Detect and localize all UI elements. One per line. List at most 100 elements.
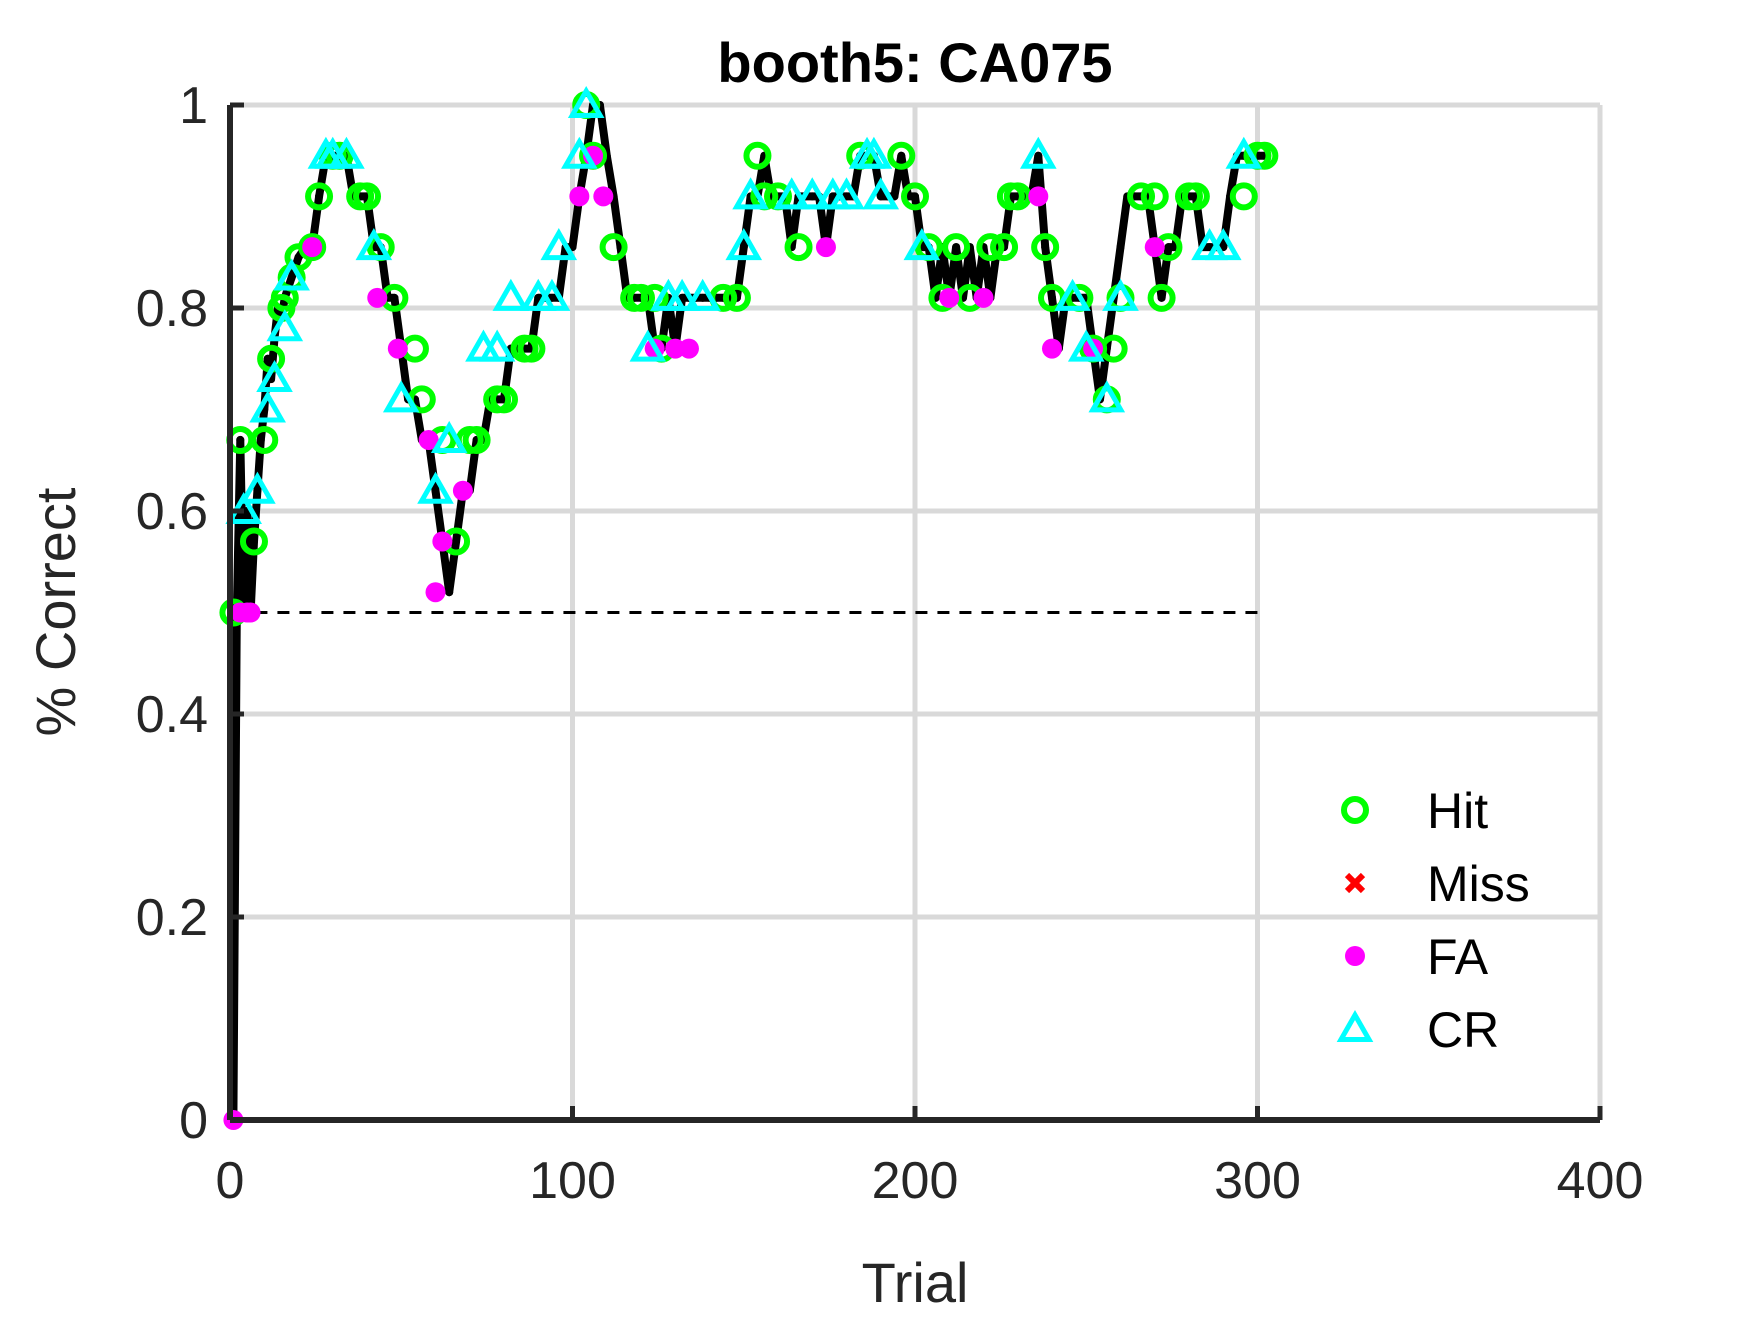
cr-point [273, 258, 310, 291]
performance-point [1164, 243, 1173, 252]
fa-point [452, 480, 473, 501]
cr-point [355, 228, 393, 261]
fa-point [1042, 338, 1062, 359]
performance-point [249, 537, 258, 546]
y-tick-label: 1 [179, 77, 208, 135]
y-tick-label: 0.6 [136, 483, 208, 541]
cr-point [382, 380, 420, 413]
performance-point [256, 435, 265, 444]
fa-point [367, 287, 388, 308]
fa-point [387, 338, 408, 359]
x-axis-label: Trial [862, 1251, 969, 1313]
legend-label: FA [1427, 929, 1489, 985]
fa-point [973, 287, 994, 308]
cr-point [1019, 136, 1057, 169]
performance-point [315, 192, 324, 201]
axes: 0 100 200 300 400 0 0.2 0.4 0.6 0.8 1 [136, 77, 1644, 1210]
cr-point [855, 136, 893, 169]
cr-point [773, 177, 811, 210]
cr-point [478, 329, 516, 362]
fa-point [665, 338, 686, 359]
cr-point [561, 136, 598, 169]
performance-point [236, 435, 245, 444]
cr-point [725, 228, 763, 261]
hit-point [239, 527, 268, 556]
cr-point [1102, 278, 1139, 311]
hit-point [990, 233, 1019, 262]
x-tick-label: 200 [872, 1152, 959, 1210]
hit-point [784, 233, 813, 262]
cr-point [903, 228, 941, 261]
cr-point [266, 309, 304, 342]
hit-point [743, 141, 772, 170]
hit-point [305, 182, 334, 211]
fa-point [425, 582, 446, 603]
performance-point [808, 192, 817, 201]
legend-label: Miss [1427, 856, 1530, 912]
chart-title: booth5: CA075 [717, 31, 1112, 94]
performance-point [1034, 151, 1043, 160]
cr-point [1067, 329, 1105, 362]
fa-point [240, 602, 261, 623]
fa-point [593, 186, 614, 207]
hit-point [517, 334, 546, 363]
fa-point [939, 287, 960, 308]
cr-point [328, 136, 365, 169]
hit-point [901, 182, 929, 211]
performance-point [876, 192, 885, 201]
hit-point [353, 182, 381, 211]
legend-item-hit: Hit [1341, 783, 1488, 839]
performance-point [253, 486, 262, 495]
performance-point [739, 243, 748, 252]
hit-point [490, 385, 518, 414]
performance-point [445, 588, 454, 597]
performance-point [287, 273, 296, 282]
fa-point [569, 186, 590, 207]
hit-point [1181, 182, 1210, 211]
hit-point [976, 233, 1005, 262]
performance-point [952, 243, 961, 252]
hit-legend-marker [1341, 796, 1369, 824]
cr-point [862, 177, 900, 210]
marker-group [219, 85, 1279, 1130]
hit-point [298, 233, 327, 262]
x-tick-label: 300 [1214, 1152, 1301, 1210]
cr-point [540, 228, 578, 261]
cr-point [567, 85, 605, 118]
hit-point [1140, 182, 1169, 211]
cr-point [249, 390, 286, 423]
y-tick-label: 0 [179, 1092, 208, 1150]
hit-point [942, 233, 971, 262]
performance-point [911, 192, 919, 201]
cr-point [1054, 278, 1091, 311]
fa-point [302, 237, 323, 258]
hit-point [1229, 182, 1258, 211]
cr-point [1225, 136, 1263, 169]
performance-point [1157, 293, 1166, 302]
x-tick-label: 400 [1557, 1152, 1644, 1210]
legend-label: Hit [1427, 783, 1488, 839]
cr-point [663, 278, 701, 311]
fa-point [815, 237, 836, 258]
hit-point [722, 283, 751, 312]
performance-point [698, 293, 707, 302]
hit-point [1147, 283, 1176, 312]
cr-point [239, 471, 276, 504]
y-tick-label: 0.2 [136, 889, 208, 947]
y-tick-label: 0.8 [136, 280, 208, 338]
performance-point [431, 486, 440, 495]
cr-legend-marker [1336, 1009, 1374, 1042]
legend-label: CR [1427, 1002, 1499, 1058]
fa-point [678, 338, 699, 359]
fa-point [432, 531, 453, 552]
hit-point [627, 283, 655, 312]
cr-point [417, 471, 454, 504]
performance-point [390, 293, 399, 302]
performance-point [897, 151, 906, 160]
hit-point [1127, 182, 1156, 211]
performance-point [1116, 243, 1125, 252]
cr-point [828, 177, 865, 210]
